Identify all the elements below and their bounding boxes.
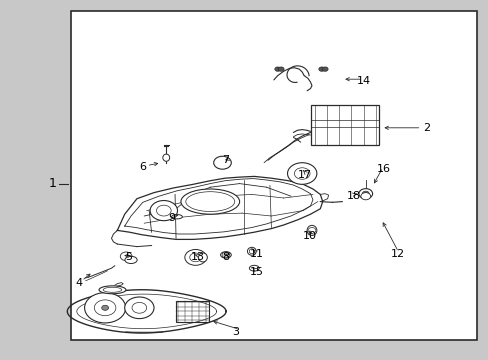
Ellipse shape	[181, 189, 239, 214]
Ellipse shape	[125, 256, 137, 264]
Bar	[310, 105, 378, 145]
Text: 6: 6	[139, 162, 146, 172]
Circle shape	[287, 163, 316, 184]
Ellipse shape	[103, 287, 122, 292]
Text: 11: 11	[249, 249, 263, 259]
Text: 1: 1	[48, 177, 56, 190]
Text: 12: 12	[390, 249, 405, 259]
Ellipse shape	[171, 215, 182, 219]
Text: 14: 14	[356, 76, 370, 86]
Circle shape	[84, 293, 125, 323]
Text: 5: 5	[124, 252, 131, 262]
Text: 13: 13	[190, 252, 204, 262]
Text: 16: 16	[376, 164, 390, 174]
Text: 2: 2	[422, 123, 429, 133]
Ellipse shape	[185, 192, 234, 211]
Ellipse shape	[306, 225, 316, 235]
Ellipse shape	[99, 286, 126, 294]
Circle shape	[362, 191, 368, 196]
Circle shape	[94, 300, 116, 316]
Circle shape	[360, 193, 370, 200]
Ellipse shape	[247, 247, 256, 255]
Circle shape	[222, 252, 229, 258]
Circle shape	[294, 168, 309, 179]
Ellipse shape	[163, 154, 169, 161]
Text: 15: 15	[249, 267, 263, 277]
Circle shape	[184, 249, 206, 265]
Text: 8: 8	[222, 252, 229, 262]
Text: 17: 17	[298, 170, 312, 180]
Text: 18: 18	[346, 191, 361, 201]
Circle shape	[358, 189, 372, 199]
Circle shape	[307, 228, 315, 233]
Ellipse shape	[198, 253, 207, 262]
Bar	[71, 11, 476, 340]
Text: 10: 10	[303, 231, 317, 241]
Circle shape	[274, 67, 280, 71]
Ellipse shape	[220, 252, 231, 258]
Circle shape	[124, 297, 154, 319]
Ellipse shape	[249, 265, 259, 271]
Text: 4: 4	[76, 278, 83, 288]
Circle shape	[318, 67, 324, 71]
Bar	[176, 301, 209, 322]
Text: 7: 7	[222, 155, 229, 165]
Text: 9: 9	[168, 213, 176, 223]
Circle shape	[278, 67, 284, 71]
Circle shape	[132, 302, 146, 313]
Circle shape	[120, 252, 132, 261]
Circle shape	[102, 305, 108, 310]
Text: 3: 3	[232, 327, 239, 337]
Circle shape	[322, 67, 327, 71]
Circle shape	[189, 253, 201, 262]
Circle shape	[150, 201, 177, 221]
Ellipse shape	[249, 249, 254, 254]
Circle shape	[156, 205, 171, 216]
Circle shape	[213, 156, 231, 169]
